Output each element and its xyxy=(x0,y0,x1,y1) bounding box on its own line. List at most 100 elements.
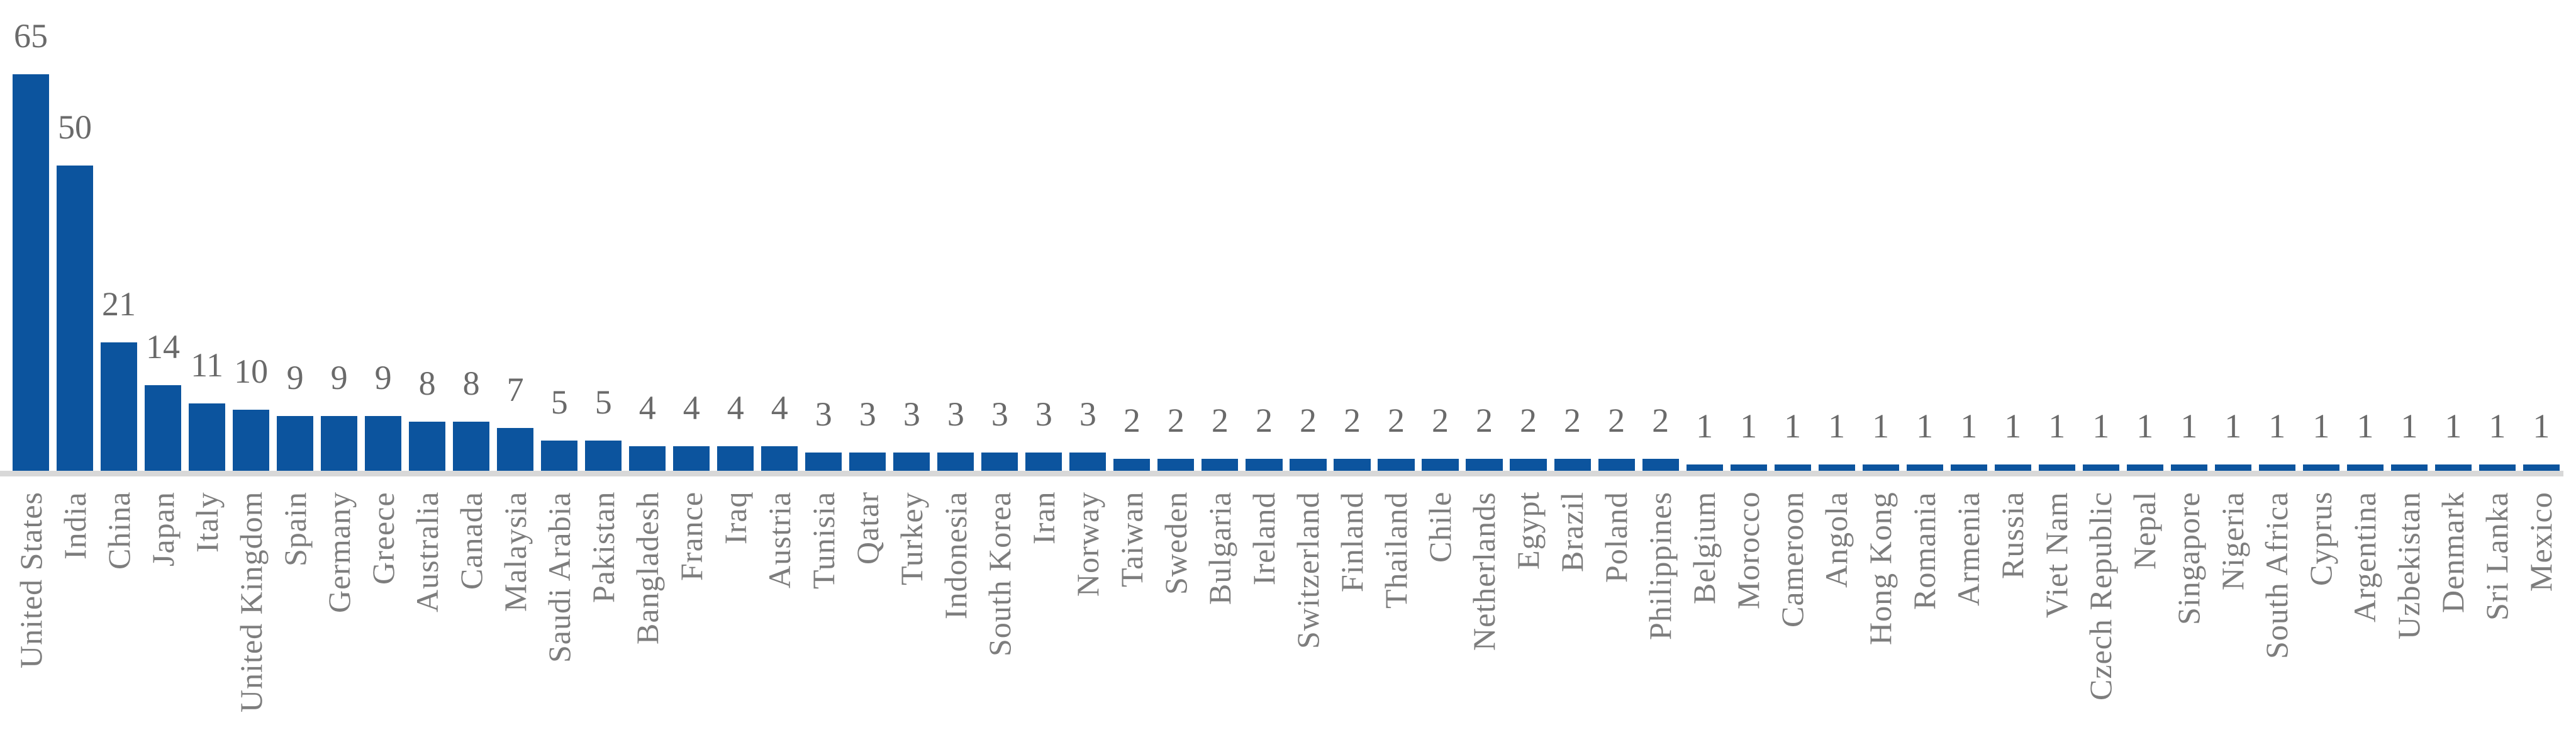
bar-value-label: 1 xyxy=(1872,407,1890,446)
bar xyxy=(2346,464,2384,471)
bar-value-label: 65 xyxy=(14,16,48,55)
x-axis-label-cell: Bulgaria xyxy=(1198,492,1242,737)
x-axis-label: South Africa xyxy=(2259,492,2295,660)
bar-value-label: 1 xyxy=(2136,407,2154,446)
bar-value-label: 1 xyxy=(1740,407,1758,446)
x-axis-label-cell: Cameroon xyxy=(1771,492,1815,737)
x-axis-label: Egypt xyxy=(1510,492,1546,570)
bar-column: 1 xyxy=(1815,0,1859,471)
x-axis-label-cell: Italy xyxy=(185,492,229,737)
bar-column: 1 xyxy=(2123,0,2167,471)
x-axis-label: Russia xyxy=(1995,492,2031,580)
bar-column: 10 xyxy=(229,0,273,471)
bar xyxy=(1422,458,1459,471)
x-axis-label-cell: Indonesia xyxy=(934,492,978,737)
x-axis-label-cell: Netherlands xyxy=(1463,492,1507,737)
bar-column: 1 xyxy=(2035,0,2079,471)
bar xyxy=(629,446,666,471)
x-axis-label-cell: Nepal xyxy=(2123,492,2167,737)
bar-value-label: 3 xyxy=(859,395,876,433)
x-axis-label: Indonesia xyxy=(937,492,973,620)
x-axis-label-cell: Ireland xyxy=(1242,492,1286,737)
bar-column: 1 xyxy=(1727,0,1771,471)
bar xyxy=(1378,458,1415,471)
bar-value-label: 4 xyxy=(683,389,700,427)
bar xyxy=(1510,458,1547,471)
bar xyxy=(761,446,798,471)
bar-value-label: 1 xyxy=(2400,407,2418,446)
bar-column: 2 xyxy=(1154,0,1198,471)
bar xyxy=(145,385,182,471)
bar-column: 2 xyxy=(1507,0,1551,471)
x-axis-label-cell: Sri Lanka xyxy=(2475,492,2519,737)
bar-value-label: 1 xyxy=(2004,407,2022,446)
x-axis-label: Sweden xyxy=(1157,492,1193,595)
x-axis-label-cell: Argentina xyxy=(2343,492,2387,737)
x-axis-label-cell: Hong Kong xyxy=(1859,492,1903,737)
bar xyxy=(1774,464,1811,471)
bar-value-label: 10 xyxy=(234,352,269,390)
x-axis-label-cell: China xyxy=(97,492,141,737)
bar xyxy=(365,415,402,471)
bar-column: 1 xyxy=(2079,0,2123,471)
x-axis-label: Greece xyxy=(365,492,401,585)
bar-value-label: 2 xyxy=(1299,401,1317,439)
x-axis-label-cell: Greece xyxy=(361,492,405,737)
x-axis-label-cell: Thailand xyxy=(1374,492,1418,737)
bar-column: 4 xyxy=(757,0,801,471)
bar-column: 3 xyxy=(978,0,1022,471)
x-axis-label-cell: India xyxy=(53,492,97,737)
bar xyxy=(2434,464,2472,471)
x-axis-label-cell: Uzbekistan xyxy=(2387,492,2431,737)
x-axis-label-cell: Sweden xyxy=(1154,492,1198,737)
x-axis-label: Chile xyxy=(1422,492,1458,563)
bar-column: 1 xyxy=(2255,0,2299,471)
bar xyxy=(1157,458,1195,471)
bar xyxy=(189,403,226,471)
bar xyxy=(1554,458,1591,471)
x-axis-label-cell: Poland xyxy=(1595,492,1639,737)
x-axis-label-cell: Austria xyxy=(757,492,801,737)
x-axis-label-cell: United Kingdom xyxy=(229,492,273,737)
x-axis-label-cell: Pakistan xyxy=(581,492,625,737)
bar-column: 21 xyxy=(97,0,141,471)
x-axis-label: Finland xyxy=(1334,492,1369,592)
bar-value-label: 5 xyxy=(550,383,568,421)
bar xyxy=(2126,464,2163,471)
x-axis-label-cell: Angola xyxy=(1815,492,1859,737)
bar xyxy=(1906,464,1943,471)
bar-column: 4 xyxy=(669,0,713,471)
bar-value-label: 2 xyxy=(1211,401,1229,439)
bar-column: 2 xyxy=(1198,0,1242,471)
x-axis-label: Germany xyxy=(321,492,357,614)
bar xyxy=(673,446,710,471)
bar-value-label: 1 xyxy=(1696,407,1714,446)
bar-value-label: 3 xyxy=(1079,395,1096,433)
x-axis-label-cell: South Africa xyxy=(2255,492,2299,737)
bar-value-label: 1 xyxy=(1828,407,1846,446)
bar xyxy=(2302,464,2339,471)
bar-column: 8 xyxy=(405,0,449,471)
bar xyxy=(981,452,1018,471)
bar-column: 1 xyxy=(1903,0,1947,471)
bar-column: 2 xyxy=(1374,0,1418,471)
x-axis-label: Sri Lanka xyxy=(2479,492,2515,621)
x-axis-label: Argentina xyxy=(2347,492,2383,623)
bar xyxy=(2038,464,2075,471)
bar-value-label: 1 xyxy=(2445,407,2462,446)
bar xyxy=(585,440,622,471)
bar-column: 50 xyxy=(53,0,97,471)
bar-column: 4 xyxy=(625,0,669,471)
x-axis-label-cell: Russia xyxy=(1991,492,2035,737)
bar-value-label: 1 xyxy=(2224,407,2242,446)
x-axis-label-cell: Qatar xyxy=(845,492,889,737)
x-axis-label: France xyxy=(673,492,709,582)
bar-column: 2 xyxy=(1595,0,1639,471)
x-axis-label-cell: Japan xyxy=(141,492,185,737)
bar-value-label: 1 xyxy=(2489,407,2506,446)
bar xyxy=(849,452,886,471)
x-axis-label: Czech Republic xyxy=(2083,492,2119,700)
bar-value-label: 4 xyxy=(771,389,788,427)
bar xyxy=(2258,464,2295,471)
